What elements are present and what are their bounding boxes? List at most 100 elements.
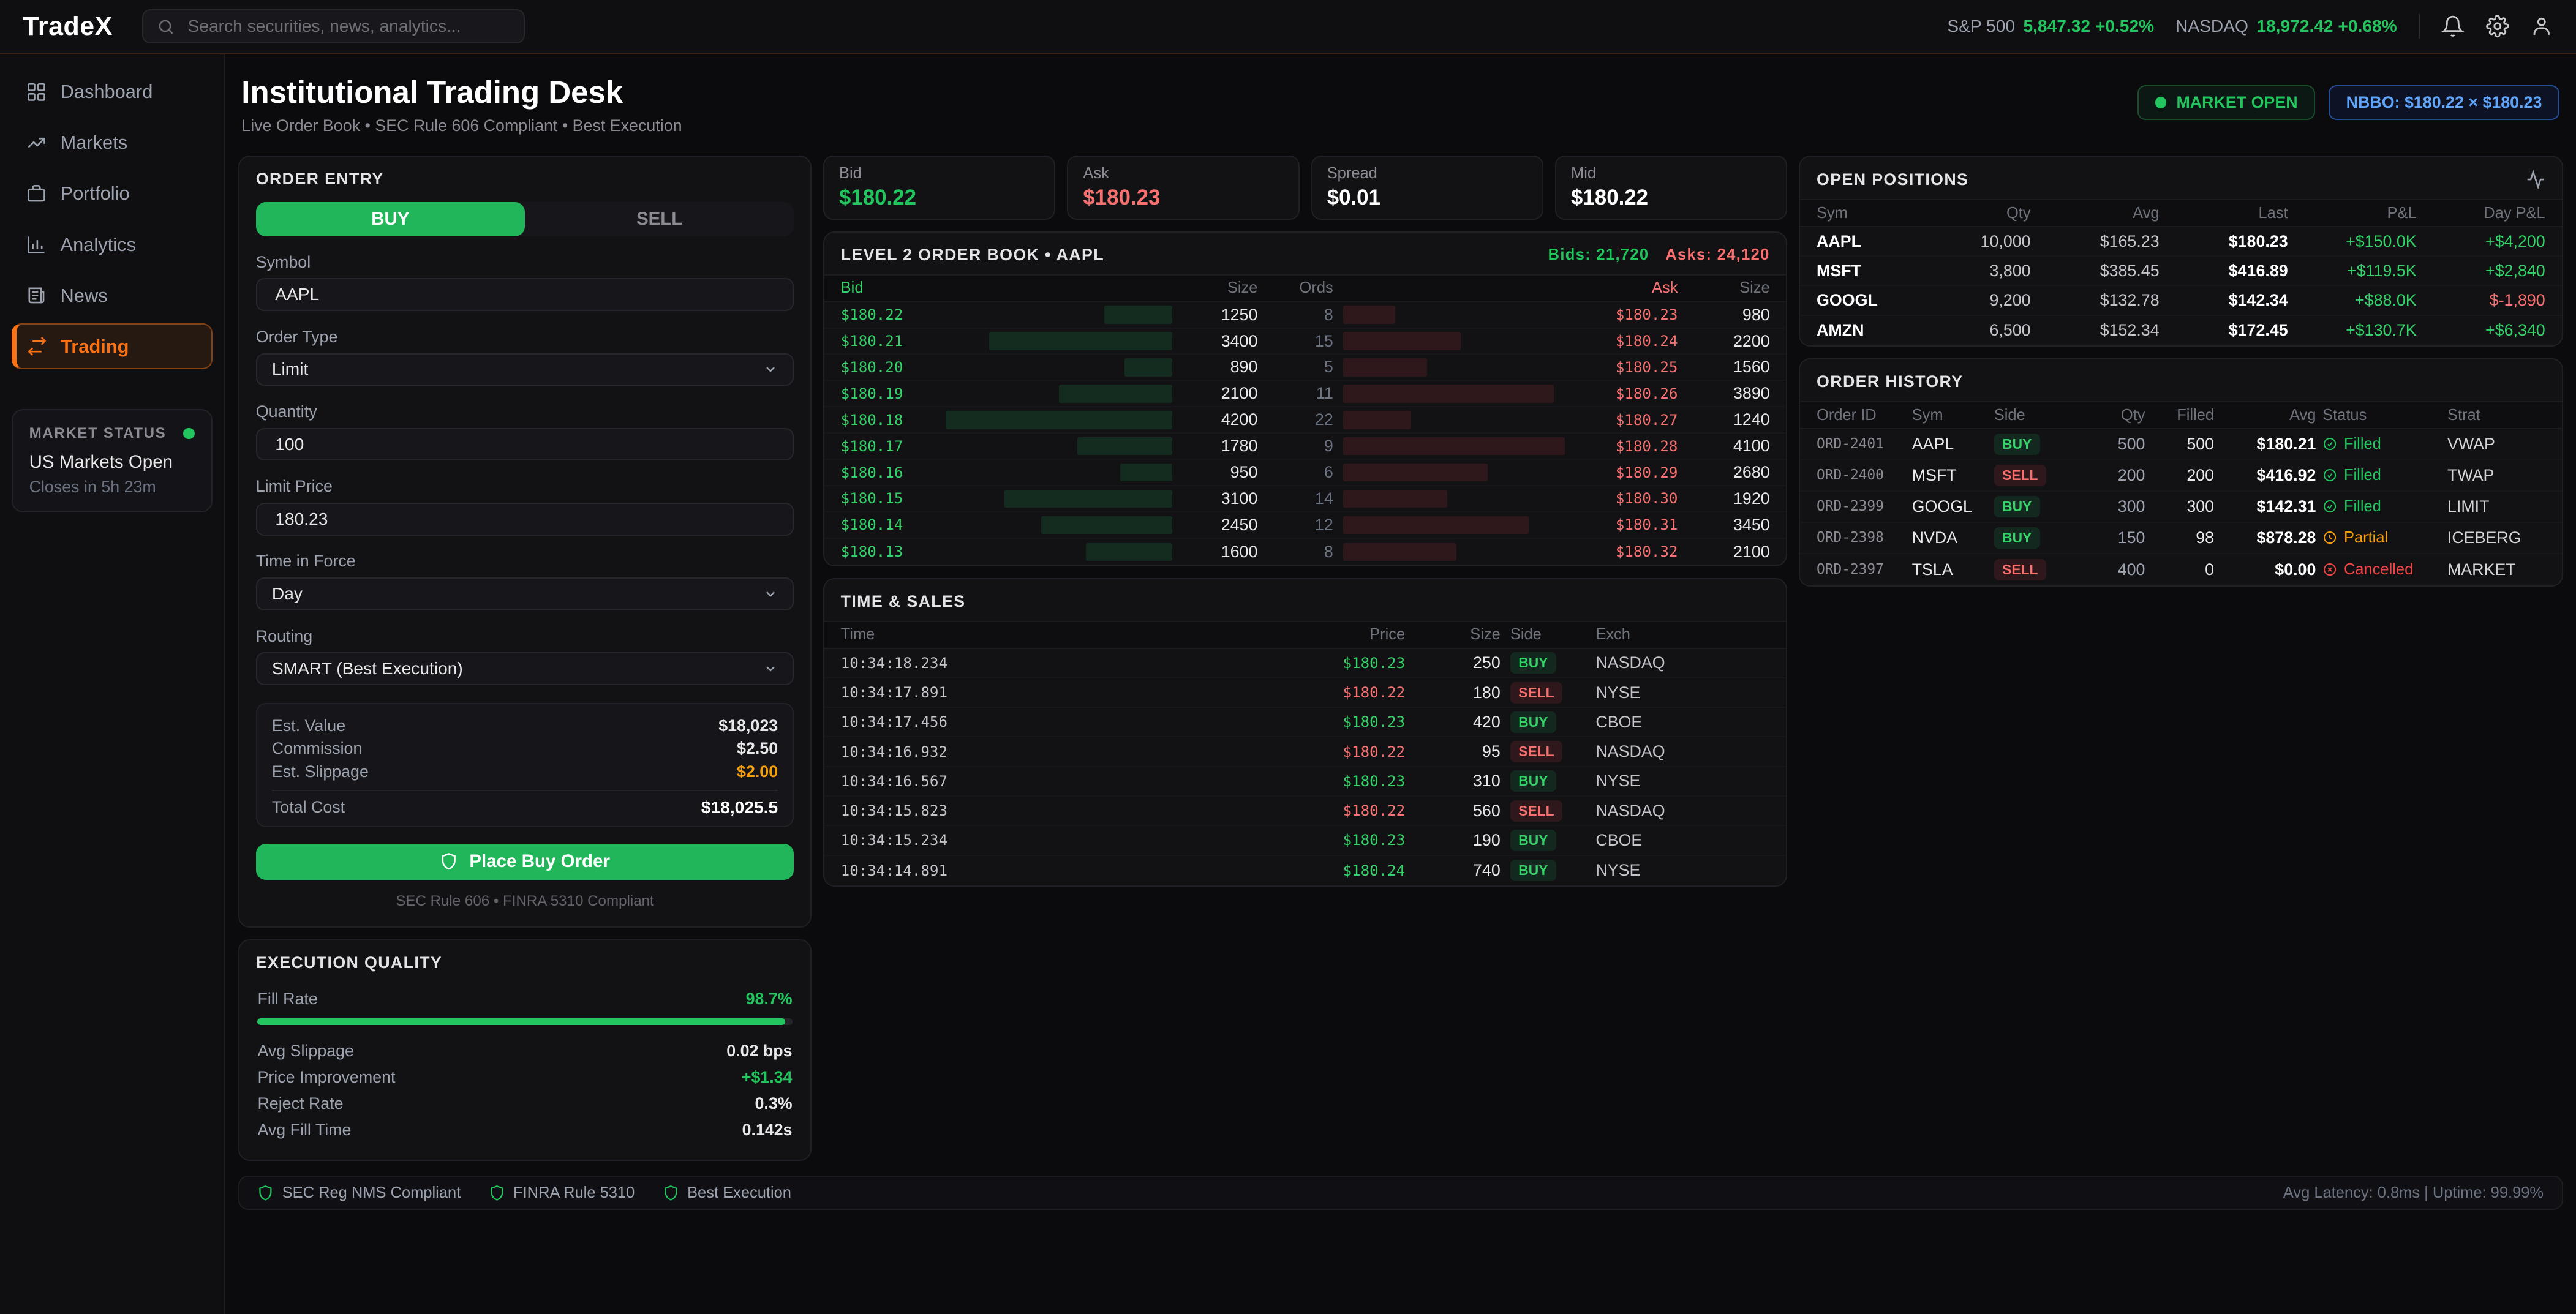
symbol-field[interactable] — [271, 283, 778, 306]
bid-price: $180.15 — [840, 490, 903, 508]
order-id: ORD-2400 — [1817, 467, 1884, 484]
trade-time: 10:34:15.823 — [840, 802, 947, 820]
global-search[interactable] — [142, 9, 525, 44]
trade-size: 740 — [1473, 861, 1501, 880]
order-id: ORD-2398 — [1817, 530, 1884, 546]
place-order-button[interactable]: Place Buy Order — [255, 843, 794, 880]
order-book-row[interactable]: $180.21 3400 15 $180.24 2200 — [824, 329, 1787, 355]
order-avg: $142.31 — [2256, 497, 2316, 516]
order-symbol: NVDA — [1911, 528, 1958, 547]
trade-price: $180.23 — [1343, 654, 1406, 672]
position-row[interactable]: MSFT 3,800 $385.45 $416.89 +$119.5K +$2,… — [1800, 257, 2562, 287]
bid-size: 2100 — [1221, 384, 1258, 403]
ask-price: $180.32 — [1615, 543, 1678, 561]
time-sales-row: 10:34:16.932 $180.22 95 SELL NASDAQ — [824, 737, 1787, 767]
quantity-field[interactable] — [271, 432, 778, 456]
bid-price: $180.17 — [840, 437, 903, 455]
trade-price: $180.23 — [1343, 713, 1406, 731]
search-input[interactable] — [184, 15, 511, 38]
position-last: $142.34 — [2228, 291, 2288, 310]
order-book-row[interactable]: $180.13 1600 8 $180.32 2100 — [824, 539, 1787, 565]
summary-label: Est. Slippage — [271, 762, 369, 781]
sell-tab[interactable]: SELL — [636, 208, 683, 229]
order-history-row[interactable]: ORD-2400 MSFT SELL 200 200 $416.92 Fille… — [1800, 460, 2562, 492]
order-book-row[interactable]: $180.18 4200 22 $180.27 1240 — [824, 407, 1787, 434]
eq-metric-value: +$1.34 — [741, 1068, 793, 1087]
bell-icon[interactable] — [2441, 15, 2465, 38]
order-history-row[interactable]: ORD-2398 NVDA BUY 150 98 $878.28 Partial… — [1800, 523, 2562, 554]
order-book-row[interactable]: $180.16 950 6 $180.29 2680 — [824, 460, 1787, 487]
time-sales-row: 10:34:17.891 $180.22 180 SELL NYSE — [824, 678, 1787, 708]
sidebar-item-portfolio[interactable]: Portfolio — [12, 171, 213, 217]
eq-metric-value: 0.3% — [755, 1094, 793, 1113]
order-history-row[interactable]: ORD-2399 GOOGL BUY 300 300 $142.31 Fille… — [1800, 492, 2562, 523]
order-book-row[interactable]: $180.22 1250 8 $180.23 980 — [824, 302, 1787, 329]
buy-tab[interactable]: BUY — [255, 201, 525, 236]
position-day-pnl: +$2,840 — [2485, 261, 2545, 280]
quote-value: $0.01 — [1327, 186, 1380, 210]
bid-orders: 14 — [1314, 489, 1333, 508]
bid-orders: 9 — [1324, 437, 1333, 456]
limit-price-field[interactable] — [271, 508, 778, 531]
trade-price: $180.22 — [1343, 684, 1406, 702]
quote-card-mid: Mid $180.22 — [1554, 155, 1788, 220]
eq-metric-label: Reject Rate — [257, 1094, 344, 1113]
compliance-note: SEC Rule 606 • FINRA 5310 Compliant — [396, 893, 654, 910]
position-symbol: GOOGL — [1817, 291, 1878, 310]
bid-price: $180.18 — [840, 411, 903, 429]
trade-exchange: NASDAQ — [1595, 742, 1665, 761]
order-history-row[interactable]: ORD-2397 TSLA SELL 400 0 $0.00 Cancelled… — [1800, 554, 2561, 585]
order-history-row[interactable]: ORD-2401 AAPL BUY 500 500 $180.21 Filled… — [1800, 429, 2562, 460]
ask-depth-bar — [1343, 516, 1570, 535]
search-icon — [159, 20, 173, 34]
quote-value: $180.22 — [839, 186, 917, 210]
bid-size: 890 — [1230, 358, 1258, 377]
position-day-pnl: +$6,340 — [2485, 321, 2545, 340]
order-book-row[interactable]: $180.15 3100 14 $180.30 1920 — [824, 486, 1787, 512]
routing-select[interactable]: SMART (Best Execution) — [255, 652, 794, 685]
eq-metrics: Avg Slippage 0.02 bps Price Improvement +$1… — [257, 1038, 792, 1143]
level2-title: LEVEL 2 ORDER BOOK • AAPL — [840, 245, 1104, 264]
ask-depth-bar — [1343, 332, 1570, 350]
quote-label: Bid — [839, 165, 862, 182]
gear-icon[interactable] — [2485, 15, 2509, 38]
bar-chart-icon — [28, 236, 45, 253]
time-in-force-select[interactable]: Day — [255, 577, 794, 610]
user-icon[interactable] — [2530, 15, 2553, 38]
ask-depth-bar — [1343, 385, 1570, 403]
order-book-row[interactable]: $180.19 2100 11 $180.26 3890 — [824, 381, 1787, 408]
ask-depth-bar — [1343, 463, 1570, 482]
sidebar-item-news[interactable]: News — [12, 272, 213, 318]
clock-icon — [2324, 531, 2337, 544]
bid-price: $180.22 — [840, 306, 903, 324]
order-type-select[interactable]: Limit — [255, 353, 794, 386]
sidebar-item-analytics[interactable]: Analytics — [12, 222, 213, 268]
dashboard-icon — [28, 83, 46, 101]
position-row[interactable]: GOOGL 9,200 $132.78 $142.34 +$88.0K $-1,… — [1800, 286, 2562, 316]
shield-icon — [665, 1185, 677, 1201]
order-book-row[interactable]: $180.20 890 5 $180.25 1560 — [824, 355, 1787, 381]
ask-size: 2680 — [1733, 463, 1770, 482]
eq-metric-label: Avg Slippage — [257, 1042, 354, 1061]
bid-size: 950 — [1230, 463, 1258, 482]
trade-exchange: NYSE — [1595, 861, 1641, 880]
sidebar-item-markets[interactable]: Markets — [12, 120, 213, 166]
nbbo-badge: NBBO: $180.22 × $180.23 — [2328, 85, 2560, 120]
order-id: ORD-2401 — [1817, 436, 1884, 452]
position-pnl: +$130.7K — [2346, 321, 2417, 340]
symbol-label: Symbol — [255, 252, 311, 271]
compliance-item: FINRA Rule 5310 — [489, 1184, 635, 1202]
trading-arrows-icon — [28, 337, 47, 356]
sidebar-item-dashboard[interactable]: Dashboard — [12, 69, 213, 115]
side-badge: BUY — [1510, 860, 1556, 882]
sidebar-item-label: Portfolio — [60, 182, 130, 205]
order-book-row[interactable]: $180.14 2450 12 $180.31 3450 — [824, 512, 1787, 539]
sidebar-item-trading[interactable]: Trading — [11, 323, 213, 370]
bid-depth-bar — [946, 489, 1172, 508]
summary-value: $2.00 — [737, 762, 778, 781]
position-row[interactable]: AAPL 10,000 $165.23 $180.23 +$150.0K +$4… — [1800, 227, 2562, 257]
trade-exchange: NASDAQ — [1595, 801, 1665, 820]
position-row[interactable]: AMZN 6,500 $152.34 $172.45 +$130.7K +$6,… — [1800, 316, 2561, 345]
order-book-row[interactable]: $180.17 1780 9 $180.28 4100 — [824, 434, 1787, 460]
